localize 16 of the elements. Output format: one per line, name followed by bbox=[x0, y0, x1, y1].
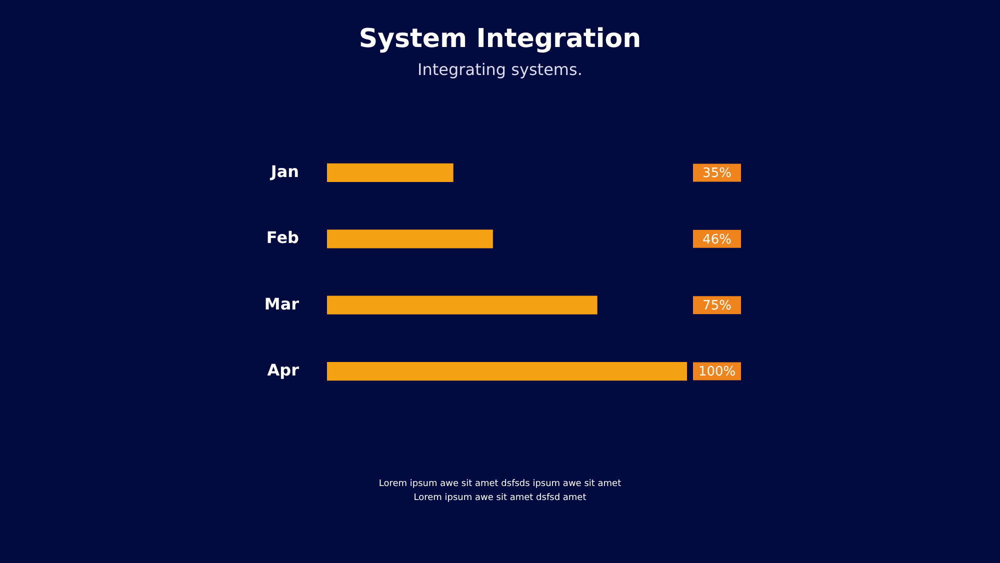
chart-title: System Integration bbox=[358, 24, 642, 54]
bar bbox=[327, 163, 454, 182]
y-tick-label: Mar bbox=[264, 294, 300, 314]
data-label: 46% bbox=[702, 232, 732, 248]
bar bbox=[327, 230, 493, 248]
data-label: 35% bbox=[702, 166, 732, 182]
chart-subtitle: Integrating systems. bbox=[416, 60, 584, 79]
text: Lorem ipsum awe sit amet dsfsds ipsum awe sit amet bbox=[378, 478, 622, 491]
y-tick-label: Apr bbox=[267, 360, 300, 380]
y-tick-label: Jan bbox=[270, 162, 299, 181]
bar bbox=[327, 362, 687, 381]
data-label: 75% bbox=[702, 298, 732, 314]
y-tick-label: Feb bbox=[266, 228, 299, 248]
text: Lorem ipsum awe sit amet dsfsd amet bbox=[412, 492, 588, 505]
data-label: 100% bbox=[698, 364, 736, 380]
bar bbox=[327, 296, 598, 314]
